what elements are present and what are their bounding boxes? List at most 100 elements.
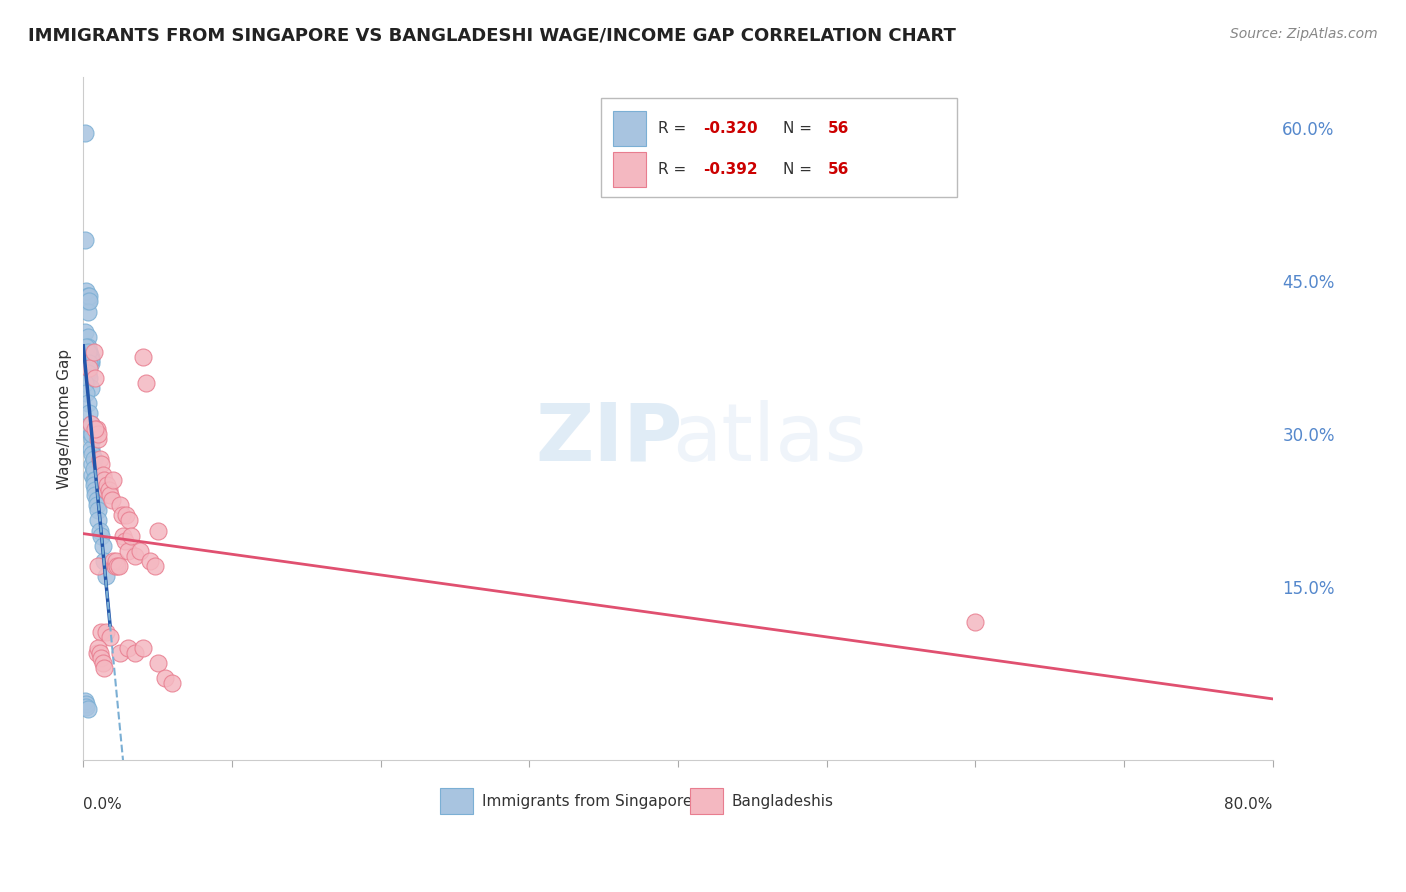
- Text: IMMIGRANTS FROM SINGAPORE VS BANGLADESHI WAGE/INCOME GAP CORRELATION CHART: IMMIGRANTS FROM SINGAPORE VS BANGLADESHI…: [28, 27, 956, 45]
- Text: R =: R =: [658, 162, 690, 177]
- Point: [80, 417, 103, 431]
- Point: [75, 285, 97, 299]
- Point: [82, 467, 104, 482]
- Point: [80, 353, 103, 368]
- Point: [84, 473, 107, 487]
- Point: [82, 458, 104, 472]
- Point: [86, 498, 108, 512]
- Text: 56: 56: [828, 121, 849, 136]
- Point: [73, 325, 96, 339]
- Bar: [690, 789, 723, 814]
- Point: [87, 432, 110, 446]
- Text: N =: N =: [783, 121, 817, 136]
- Point: [98, 488, 121, 502]
- Point: [94, 483, 117, 497]
- Point: [89, 646, 111, 660]
- Point: [77, 347, 100, 361]
- Point: [82, 426, 104, 441]
- Point: [111, 508, 134, 523]
- Point: [86, 493, 108, 508]
- Point: [114, 533, 136, 548]
- Point: [77, 289, 100, 303]
- Text: -0.392: -0.392: [703, 162, 758, 177]
- Point: [132, 351, 155, 365]
- Point: [86, 422, 108, 436]
- Point: [120, 528, 142, 542]
- Point: [89, 452, 111, 467]
- Text: 0.0%: 0.0%: [83, 797, 122, 812]
- Bar: [613, 152, 645, 187]
- Point: [124, 549, 146, 563]
- Point: [94, 569, 117, 583]
- Point: [73, 127, 96, 141]
- Point: [90, 528, 112, 542]
- Point: [107, 559, 129, 574]
- Point: [117, 544, 139, 558]
- Point: [146, 524, 169, 538]
- Point: [100, 493, 122, 508]
- Point: [73, 233, 96, 247]
- Point: [84, 371, 107, 385]
- Point: [87, 559, 110, 574]
- Point: [93, 554, 115, 568]
- Point: [146, 656, 169, 670]
- Point: [82, 447, 104, 461]
- Point: [93, 473, 115, 487]
- Point: [87, 513, 110, 527]
- Point: [143, 559, 166, 574]
- Point: [83, 462, 105, 476]
- Point: [91, 539, 114, 553]
- Point: [90, 650, 112, 665]
- Point: [80, 417, 103, 431]
- Point: [103, 559, 125, 574]
- Text: 80.0%: 80.0%: [1225, 797, 1272, 812]
- Point: [76, 340, 98, 354]
- Point: [77, 355, 100, 369]
- Point: [84, 488, 107, 502]
- Point: [87, 503, 110, 517]
- Point: [965, 615, 987, 629]
- Text: 56: 56: [828, 162, 849, 177]
- Point: [76, 330, 98, 344]
- Point: [75, 340, 97, 354]
- Point: [108, 559, 131, 574]
- Point: [77, 294, 100, 309]
- Text: Source: ZipAtlas.com: Source: ZipAtlas.com: [1230, 27, 1378, 41]
- Point: [101, 473, 124, 487]
- Point: [139, 554, 162, 568]
- Text: atlas: atlas: [672, 400, 866, 478]
- Point: [91, 656, 114, 670]
- Bar: [613, 111, 645, 146]
- Text: N =: N =: [783, 162, 817, 177]
- Point: [96, 477, 118, 491]
- Text: Immigrants from Singapore: Immigrants from Singapore: [482, 794, 692, 809]
- Point: [77, 345, 100, 359]
- Point: [84, 483, 107, 497]
- Point: [90, 625, 112, 640]
- Bar: [440, 789, 474, 814]
- Point: [75, 294, 97, 309]
- Point: [80, 381, 103, 395]
- Point: [132, 640, 155, 655]
- Point: [117, 640, 139, 655]
- Point: [118, 513, 141, 527]
- Point: [80, 426, 103, 441]
- Point: [97, 483, 120, 497]
- Point: [77, 345, 100, 359]
- Point: [76, 294, 98, 309]
- Point: [76, 304, 98, 318]
- Point: [89, 524, 111, 538]
- Y-axis label: Wage/Income Gap: Wage/Income Gap: [58, 349, 72, 489]
- Point: [83, 473, 105, 487]
- Point: [73, 693, 96, 707]
- Point: [77, 371, 100, 385]
- Point: [80, 355, 103, 369]
- Point: [124, 646, 146, 660]
- Point: [80, 442, 103, 456]
- Text: ZIP: ZIP: [536, 400, 682, 478]
- Text: R =: R =: [658, 121, 690, 136]
- Text: -0.320: -0.320: [703, 121, 758, 136]
- Point: [110, 646, 132, 660]
- Point: [80, 351, 103, 365]
- Point: [90, 458, 112, 472]
